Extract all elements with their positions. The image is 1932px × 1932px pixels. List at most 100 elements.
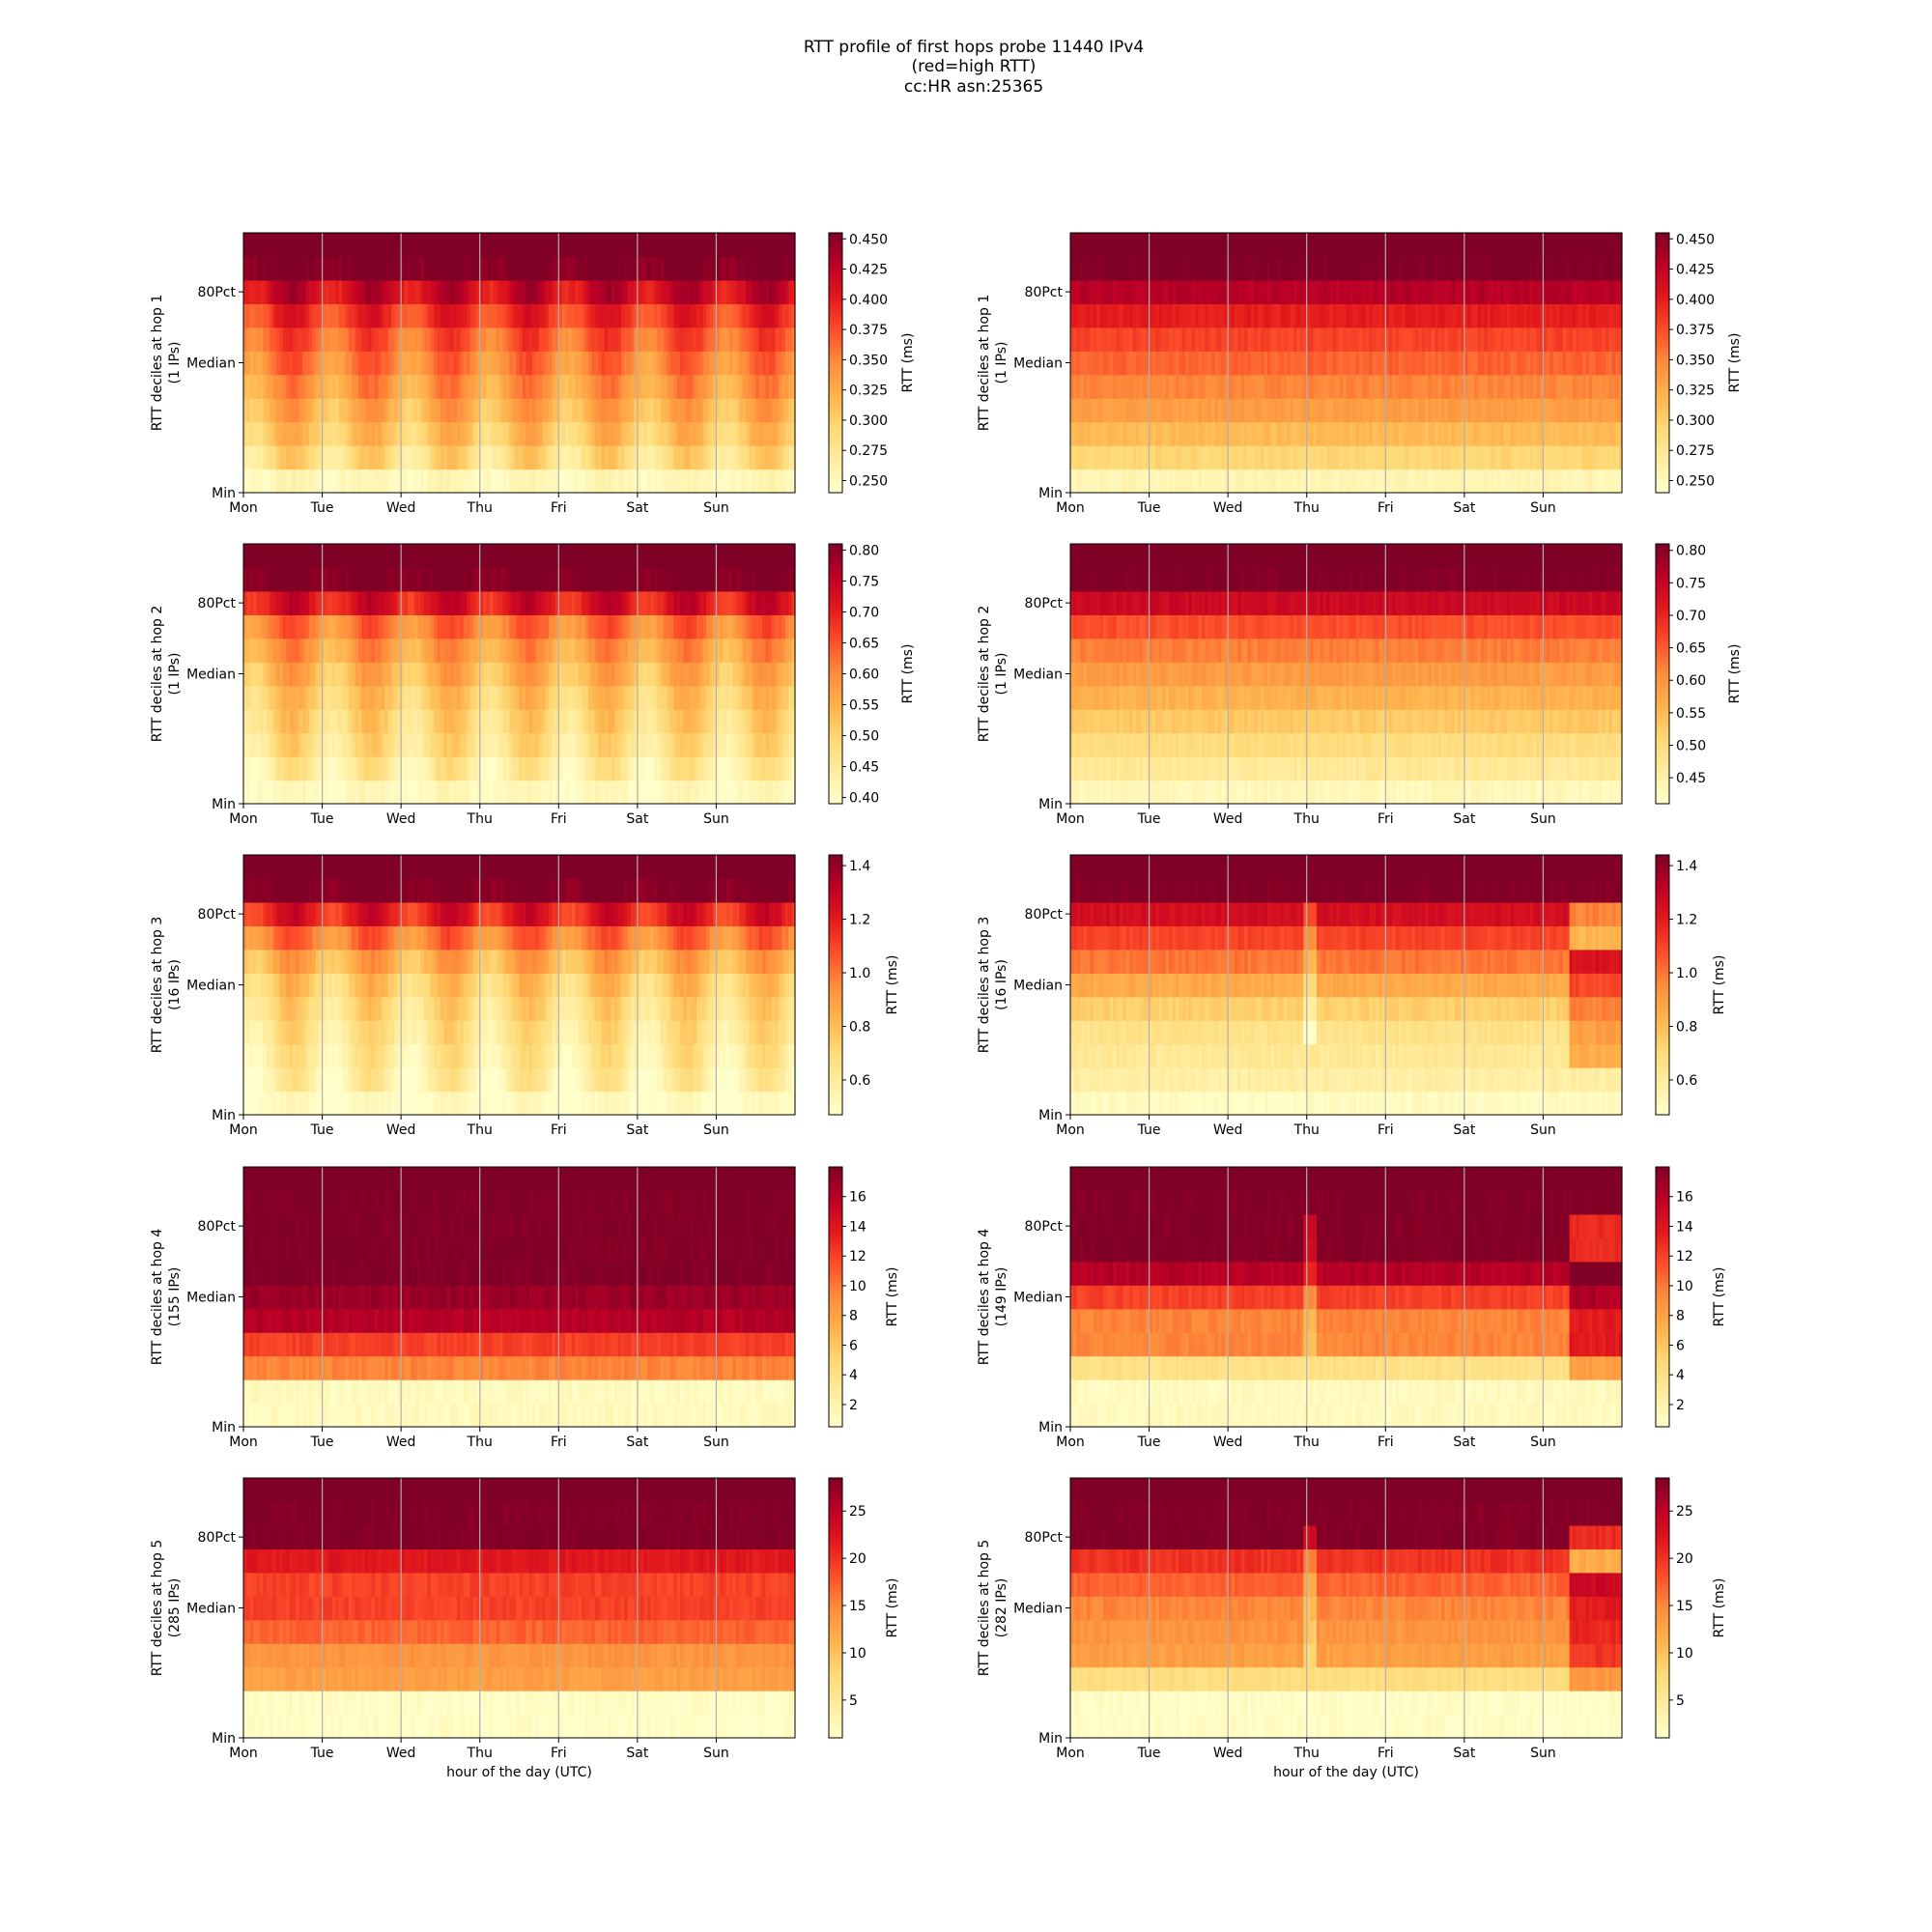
heatmap-cell bbox=[417, 351, 422, 376]
heatmap-cell bbox=[509, 374, 514, 399]
heatmap-cell bbox=[341, 327, 346, 352]
heatmap-cell bbox=[292, 374, 297, 399]
heatmap-cell bbox=[578, 256, 582, 281]
heatmap-cell bbox=[554, 327, 559, 352]
heatmap-cell bbox=[450, 374, 455, 399]
heatmap-cell bbox=[532, 256, 537, 281]
heatmap-cell bbox=[453, 614, 458, 639]
heatmap-cell bbox=[486, 233, 491, 258]
heatmap-cell bbox=[315, 351, 320, 376]
heatmap-cell bbox=[443, 279, 448, 304]
heatmap-cell bbox=[535, 303, 540, 328]
heatmap-cell bbox=[587, 374, 592, 399]
heatmap-cell bbox=[565, 398, 570, 423]
heatmap-cell bbox=[319, 279, 324, 304]
heatmap-cell bbox=[413, 233, 418, 258]
heatmap-cell bbox=[357, 445, 362, 470]
heatmap-cell bbox=[463, 256, 468, 281]
heatmap-cell bbox=[472, 303, 477, 328]
heatmap-cell bbox=[296, 351, 300, 376]
heatmap-cell bbox=[594, 256, 599, 281]
heatmap-cell bbox=[413, 445, 418, 470]
heatmap-cell bbox=[381, 469, 385, 494]
heatmap-cell bbox=[453, 469, 458, 494]
heatmap-cell bbox=[496, 421, 500, 446]
heatmap-cell bbox=[411, 421, 415, 446]
heatmap-cell bbox=[345, 327, 350, 352]
heatmap-cell bbox=[469, 567, 474, 592]
heatmap-cell bbox=[308, 421, 313, 446]
heatmap-cell bbox=[292, 469, 297, 494]
heatmap-cell bbox=[270, 421, 274, 446]
heatmap-cell bbox=[298, 351, 303, 376]
heatmap-cell bbox=[331, 709, 336, 734]
heatmap-cell bbox=[266, 327, 270, 352]
heatmap-cell bbox=[302, 398, 307, 423]
heatmap-cell bbox=[499, 421, 504, 446]
heatmap-cell bbox=[378, 469, 383, 494]
heatmap-cell bbox=[568, 374, 573, 399]
heatmap-cell bbox=[259, 398, 264, 423]
heatmap-cell bbox=[308, 327, 313, 352]
heatmap-cell bbox=[571, 421, 576, 446]
heatmap-cell bbox=[315, 544, 320, 569]
heatmap-cell bbox=[331, 638, 336, 663]
heatmap-cell bbox=[502, 327, 507, 352]
heatmap-cell bbox=[328, 469, 333, 494]
heatmap-cell bbox=[512, 256, 517, 281]
heatmap-cell bbox=[594, 351, 599, 376]
heatmap-cell bbox=[289, 732, 294, 757]
heatmap-cell bbox=[345, 638, 350, 663]
heatmap-cell bbox=[584, 351, 589, 376]
heatmap-cell bbox=[453, 327, 458, 352]
heatmap-cell bbox=[493, 279, 497, 304]
heatmap-cell bbox=[502, 421, 507, 446]
heatmap-cell bbox=[571, 351, 576, 376]
heatmap-cell bbox=[502, 469, 507, 494]
heatmap-cell bbox=[305, 256, 310, 281]
heatmap-cell bbox=[289, 351, 294, 376]
heatmap-cell bbox=[598, 303, 603, 328]
heatmap-cell bbox=[571, 233, 576, 258]
heatmap-cell bbox=[275, 590, 280, 615]
heatmap-cell bbox=[355, 351, 359, 376]
ytick-label: Min bbox=[212, 486, 236, 501]
heatmap-cell bbox=[440, 374, 444, 399]
heatmap-cell bbox=[430, 469, 435, 494]
heatmap-cell bbox=[509, 233, 514, 258]
heatmap-cell bbox=[554, 256, 559, 281]
heatmap-cell bbox=[335, 374, 340, 399]
heatmap-cell bbox=[512, 469, 517, 494]
heatmap-cell bbox=[535, 279, 540, 304]
heatmap-cell bbox=[378, 374, 383, 399]
heatmap-cell bbox=[453, 279, 458, 304]
heatmap-cell bbox=[561, 351, 566, 376]
heatmap-cell bbox=[357, 256, 362, 281]
heatmap-cell bbox=[532, 303, 537, 328]
heatmap-cell bbox=[282, 303, 287, 328]
heatmap-cell bbox=[483, 567, 488, 592]
heatmap-cells bbox=[243, 233, 796, 494]
y-axis-label: RTT deciles at hop 1 bbox=[150, 295, 165, 432]
heatmap-cell bbox=[279, 279, 284, 304]
heatmap-cell bbox=[404, 303, 409, 328]
heatmap-cell bbox=[509, 469, 514, 494]
heatmap-cell bbox=[292, 445, 297, 470]
heatmap-cell bbox=[296, 398, 300, 423]
heatmap-cell bbox=[434, 279, 439, 304]
heatmap-cell bbox=[348, 351, 353, 376]
heatmap-cell bbox=[348, 303, 353, 328]
heatmap-cell bbox=[479, 233, 484, 258]
heatmap-cell bbox=[450, 303, 455, 328]
heatmap-cell bbox=[561, 398, 566, 423]
heatmap-cell bbox=[394, 374, 399, 399]
heatmap-cell bbox=[568, 421, 573, 446]
heatmap-cell bbox=[259, 233, 264, 258]
heatmap-cell bbox=[394, 279, 399, 304]
heatmap-cell bbox=[275, 709, 280, 734]
heatmap-cell bbox=[554, 303, 559, 328]
heatmap-cell bbox=[519, 445, 524, 470]
heatmap-cell bbox=[469, 756, 474, 781]
heatmap-cell bbox=[308, 279, 313, 304]
heatmap-cell bbox=[361, 685, 366, 710]
